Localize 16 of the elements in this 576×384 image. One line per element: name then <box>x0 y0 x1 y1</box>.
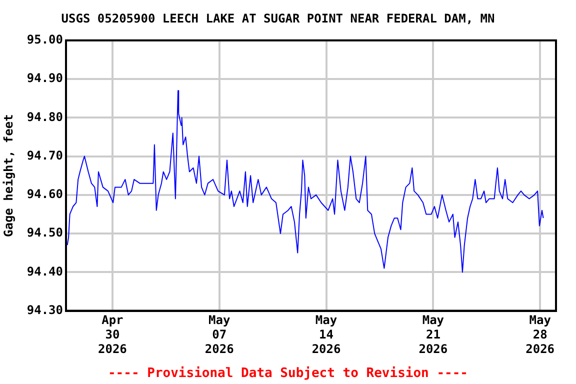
y-tick-label: 94.60 <box>26 187 63 202</box>
x-tick-label: May 14 2026 <box>312 313 341 356</box>
y-tick-label: 94.50 <box>26 226 63 240</box>
y-tick-label: 95.00 <box>26 32 63 47</box>
text: ---- Provisional Data Subject to Revision ---- <box>106 366 470 381</box>
chart-title: USGS 05205900 LEECH LAKE AT SUGAR POINT NEAR FEDERAL DAM, MN <box>61 11 495 26</box>
x-tick-label: Apr 30 2026 <box>98 313 127 356</box>
y-tick-label: 94.80 <box>26 110 63 124</box>
y-axis-title: Gage height, feet <box>1 114 16 238</box>
y-tick-label: 94.70 <box>26 148 63 162</box>
y-tick-label: 94.40 <box>26 264 63 278</box>
y-tick-label: 94.30 <box>26 302 63 317</box>
x-tick-label: May 21 2026 <box>418 313 448 356</box>
y-tick-label: 94.90 <box>26 71 63 86</box>
x-tick-label: May 28 2026 <box>526 313 555 356</box>
x-tick-label: May 07 2026 <box>204 313 234 356</box>
